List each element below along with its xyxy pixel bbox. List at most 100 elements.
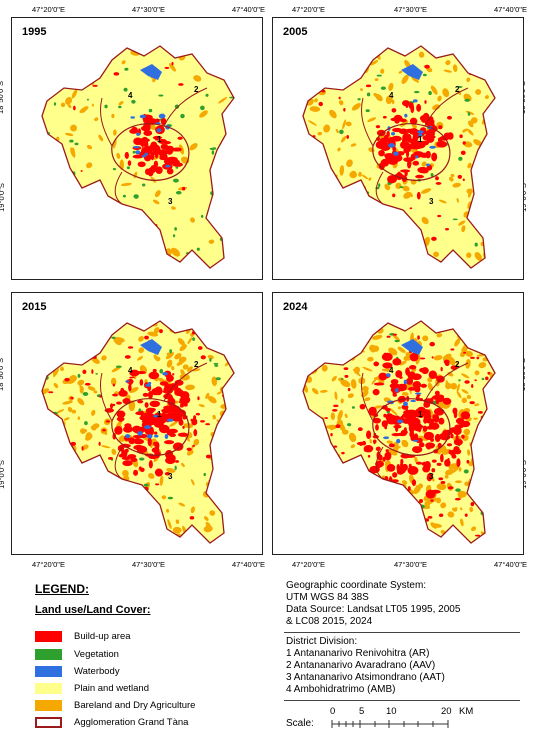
- bareland-patch: [349, 349, 355, 355]
- buildup-patch: [102, 429, 106, 432]
- bareland-patch: [337, 147, 341, 152]
- buildup-patch: [151, 388, 160, 396]
- buildup-patch: [381, 420, 388, 428]
- vegetation-patch: [365, 109, 370, 113]
- land-cover-map: 1 2 3 4: [41, 45, 235, 269]
- bareland-patch: [418, 483, 424, 489]
- buildup-patch: [446, 443, 453, 447]
- district-number-label: 3: [429, 197, 434, 206]
- vegetation-patch: [209, 357, 212, 362]
- buildup-patch: [409, 207, 413, 210]
- buildup-patch: [87, 48, 90, 53]
- buildup-patch: [431, 152, 438, 162]
- buildup-patch: [394, 47, 397, 51]
- bareland-patch: [334, 391, 338, 400]
- bareland-patch: [387, 253, 396, 261]
- buildup-patch: [449, 427, 458, 433]
- coordinate-system-info: Geographic coordinate System: UTM WGS 84…: [286, 580, 460, 628]
- buildup-patch: [487, 371, 491, 375]
- waterbody-lake: [140, 339, 162, 355]
- bareland-patch: [171, 366, 175, 371]
- bareland-patch: [392, 334, 401, 342]
- bareland-patch: [70, 484, 77, 492]
- bareland-patch: [489, 339, 493, 346]
- lon-label-top-right-2: 47°30'0"E: [394, 5, 427, 14]
- bareland-patch: [110, 323, 115, 328]
- bareland-patch: [451, 463, 458, 470]
- bareland-patch: [399, 360, 407, 366]
- bareland-patch: [51, 458, 59, 464]
- bareland-patch: [356, 347, 360, 353]
- bareland-patch: [401, 480, 408, 485]
- bareland-patch: [189, 143, 198, 151]
- land-cover-map: 1 2 3 4: [41, 320, 235, 544]
- buildup-patch: [409, 352, 419, 362]
- bareland-patch: [89, 321, 93, 325]
- vegetation-patch: [42, 537, 47, 543]
- vegetation-patch: [111, 336, 116, 339]
- bareland-patch: [411, 76, 420, 83]
- bareland-patch: [303, 421, 307, 427]
- bareland-patch: [52, 61, 58, 68]
- buildup-patch: [474, 181, 477, 184]
- bareland-patch: [303, 215, 309, 221]
- bareland-patch: [304, 187, 312, 197]
- bareland-patch: [337, 410, 343, 421]
- buildup-patch: [401, 322, 407, 325]
- bareland-patch: [218, 151, 225, 158]
- bareland-patch: [99, 335, 105, 340]
- buildup-patch: [427, 515, 433, 519]
- buildup-patch: [375, 424, 379, 431]
- bareland-patch: [49, 519, 57, 526]
- bareland-patch: [487, 401, 492, 413]
- bareland-patch: [440, 445, 447, 455]
- buildup-patch: [161, 408, 167, 413]
- waterbody-patch: [418, 133, 423, 137]
- bareland-patch: [110, 256, 114, 261]
- bareland-patch: [133, 217, 141, 225]
- vegetation-patch: [159, 369, 164, 374]
- buildup-patch: [424, 64, 430, 69]
- bareland-patch: [73, 347, 78, 351]
- bareland-patch: [341, 496, 345, 502]
- buildup-patch: [189, 516, 195, 520]
- bareland-patch: [388, 536, 394, 543]
- buildup-patch: [142, 392, 149, 397]
- buildup-patch: [390, 156, 398, 163]
- buildup-patch: [172, 159, 180, 165]
- agglomeration-outline: [302, 320, 496, 544]
- buildup-patch: [309, 534, 314, 539]
- buildup-patch: [430, 437, 435, 442]
- bareland-patch: [186, 366, 193, 372]
- vegetation-patch: [84, 421, 88, 426]
- bareland-patch: [377, 240, 387, 248]
- bareland-patch: [315, 62, 322, 68]
- buildup-patch: [111, 403, 116, 407]
- bareland-patch: [340, 136, 347, 143]
- waterbody-lake: [401, 64, 423, 80]
- bareland-patch: [62, 342, 66, 346]
- bareland-patch: [309, 81, 316, 86]
- bareland-patch: [304, 456, 311, 463]
- buildup-patch: [383, 134, 389, 144]
- buildup-patch: [363, 447, 368, 452]
- scale-tick-5: 5: [359, 706, 365, 717]
- vegetation-patch: [347, 237, 350, 242]
- buildup-patch: [477, 411, 483, 414]
- buildup-patch: [390, 378, 399, 385]
- vegetation-patch: [422, 73, 427, 77]
- bareland-patch: [445, 60, 451, 66]
- bareland-patch: [398, 70, 403, 74]
- buildup-patch: [56, 258, 62, 263]
- bareland-patch: [42, 417, 50, 422]
- bareland-patch: [208, 239, 215, 244]
- waterbody-patch: [417, 130, 424, 134]
- bareland-patch: [486, 410, 495, 414]
- bareland-patch: [304, 68, 314, 74]
- bareland-patch: [165, 352, 175, 360]
- bareland-patch: [175, 519, 180, 524]
- bareland-patch: [339, 355, 346, 362]
- buildup-patch: [139, 415, 149, 421]
- bareland-patch: [421, 216, 429, 225]
- waterbody-patch: [125, 380, 130, 383]
